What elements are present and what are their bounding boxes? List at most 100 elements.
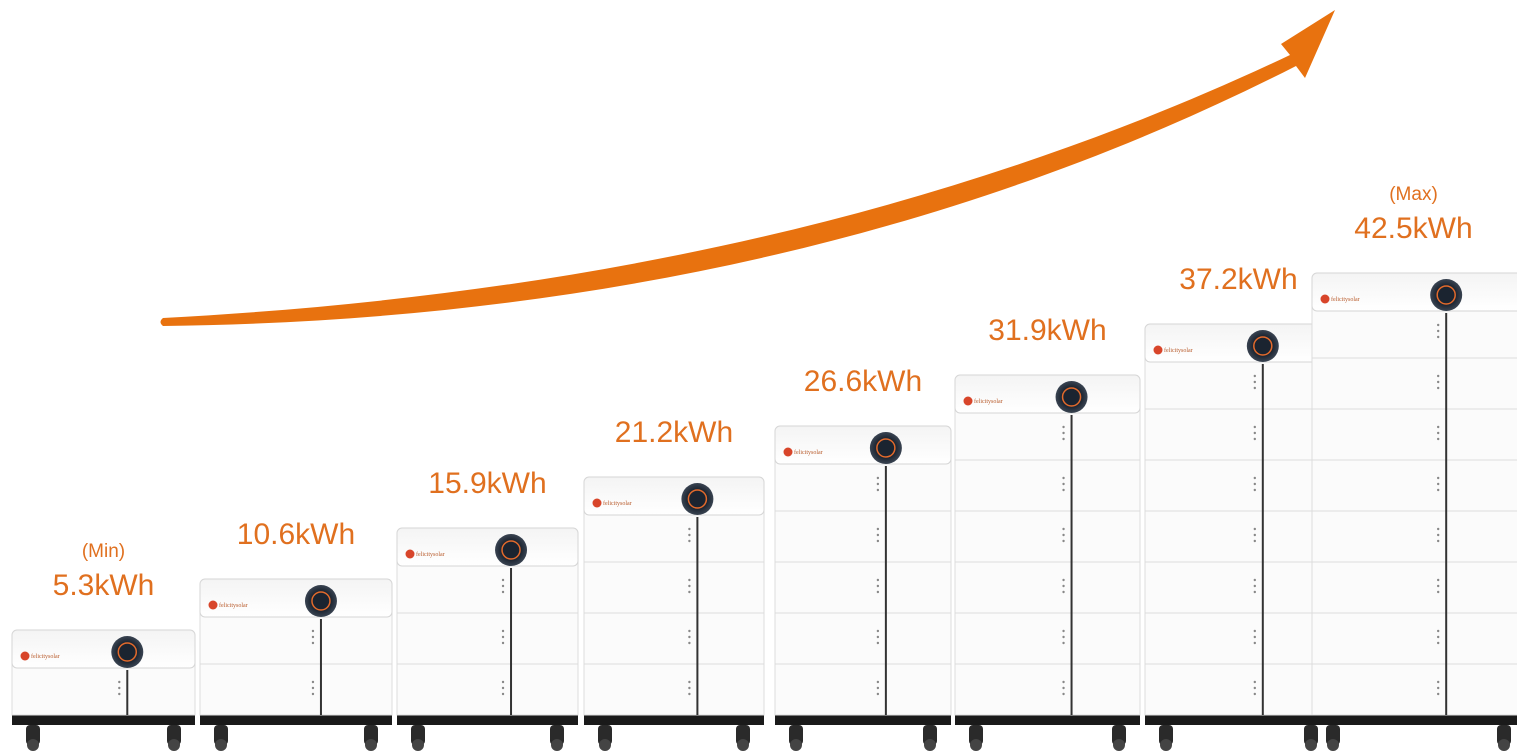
module-led — [876, 584, 880, 588]
wheel — [969, 725, 983, 745]
module-led — [688, 680, 691, 684]
module-led — [1253, 386, 1257, 390]
wheel — [1159, 725, 1173, 745]
module-led — [876, 635, 880, 639]
battery-module — [583, 561, 765, 614]
module-led — [688, 533, 691, 537]
capacity-label: 15.9kWh — [428, 467, 546, 500]
module-led — [1436, 329, 1440, 333]
module-led — [688, 635, 691, 639]
module-led — [876, 590, 880, 594]
display — [1055, 381, 1088, 413]
module-led — [1436, 578, 1440, 582]
module-led — [1253, 590, 1257, 594]
wheel-hub — [365, 739, 377, 751]
display — [304, 585, 337, 617]
module-led — [311, 629, 315, 633]
module-led — [1436, 629, 1440, 633]
battery-module — [1144, 408, 1333, 461]
brand-logo — [1153, 345, 1163, 355]
wheel — [1112, 725, 1126, 745]
module-led — [876, 692, 880, 696]
stack-base — [1145, 715, 1332, 725]
wheel — [364, 725, 378, 745]
module-led — [1436, 692, 1440, 696]
wheel-hub — [737, 739, 749, 751]
wheel — [26, 725, 40, 745]
capacity-label: 31.9kWh — [988, 314, 1106, 347]
stack-base — [12, 715, 195, 725]
module-led — [876, 488, 880, 492]
module-led — [1253, 380, 1257, 384]
module-led — [1253, 692, 1257, 696]
module-led — [1253, 482, 1257, 486]
brand-name: felicitysolar — [31, 653, 60, 660]
module-led — [1436, 482, 1440, 486]
module-led — [1253, 635, 1257, 639]
module-led — [876, 686, 880, 690]
stack-base — [200, 715, 392, 725]
display-ring — [117, 642, 138, 662]
module-led — [1062, 680, 1065, 684]
module-led — [1253, 374, 1257, 378]
battery-module — [1311, 561, 1517, 614]
brand-name: felicitysolar — [794, 449, 823, 456]
module-led — [1436, 527, 1440, 531]
module-led — [688, 590, 691, 594]
module-led — [1062, 482, 1065, 486]
wheel — [598, 725, 612, 745]
stack-base — [775, 715, 951, 725]
battery-module — [199, 612, 393, 665]
module-led — [311, 635, 315, 639]
module-led — [1436, 386, 1440, 390]
module-led — [1436, 533, 1440, 537]
module-led — [118, 686, 121, 690]
display — [111, 636, 144, 668]
module-led — [501, 590, 505, 594]
battery-module — [1311, 408, 1517, 461]
wheel — [411, 725, 425, 745]
module-led — [118, 692, 121, 696]
stack-base — [955, 715, 1140, 725]
module-led — [1062, 686, 1065, 690]
wheel-hub — [970, 739, 982, 751]
module-led — [1253, 488, 1257, 492]
battery-stack: felicitysolar 15.9kWh — [396, 467, 579, 751]
battery-module — [396, 612, 579, 665]
module-led — [501, 578, 505, 582]
controller-lid — [774, 425, 952, 465]
battery-module — [774, 510, 952, 563]
wheel-hub — [1327, 739, 1339, 751]
wheel-hub — [27, 739, 39, 751]
wheel — [550, 725, 564, 745]
module-led — [1253, 539, 1257, 543]
module-led — [1436, 380, 1440, 384]
module-led — [1436, 635, 1440, 639]
controller-lid — [1311, 272, 1517, 312]
module-led — [1253, 680, 1257, 684]
display-ring — [1436, 285, 1456, 305]
wheel — [214, 725, 228, 745]
brand-name: felicitysolar — [1164, 347, 1193, 354]
wheel-hub — [168, 739, 180, 751]
battery-module — [199, 663, 393, 716]
module-led — [1436, 431, 1440, 435]
module-led — [876, 578, 880, 582]
brand-name: felicitysolar — [974, 398, 1003, 405]
module-led — [1436, 584, 1440, 588]
stack-base — [397, 715, 578, 725]
brand-logo — [20, 651, 30, 661]
module-led — [876, 680, 880, 684]
brand-logo — [963, 396, 973, 406]
module-led — [876, 533, 880, 537]
capacity-label: 10.6kWh — [237, 518, 355, 551]
battery-module — [396, 663, 579, 716]
module-led — [1253, 629, 1257, 633]
display — [681, 483, 714, 515]
module-led — [501, 641, 505, 645]
module-led — [501, 686, 505, 690]
module-led — [1253, 431, 1257, 435]
stack-base — [584, 715, 764, 725]
module-led — [1253, 533, 1257, 537]
